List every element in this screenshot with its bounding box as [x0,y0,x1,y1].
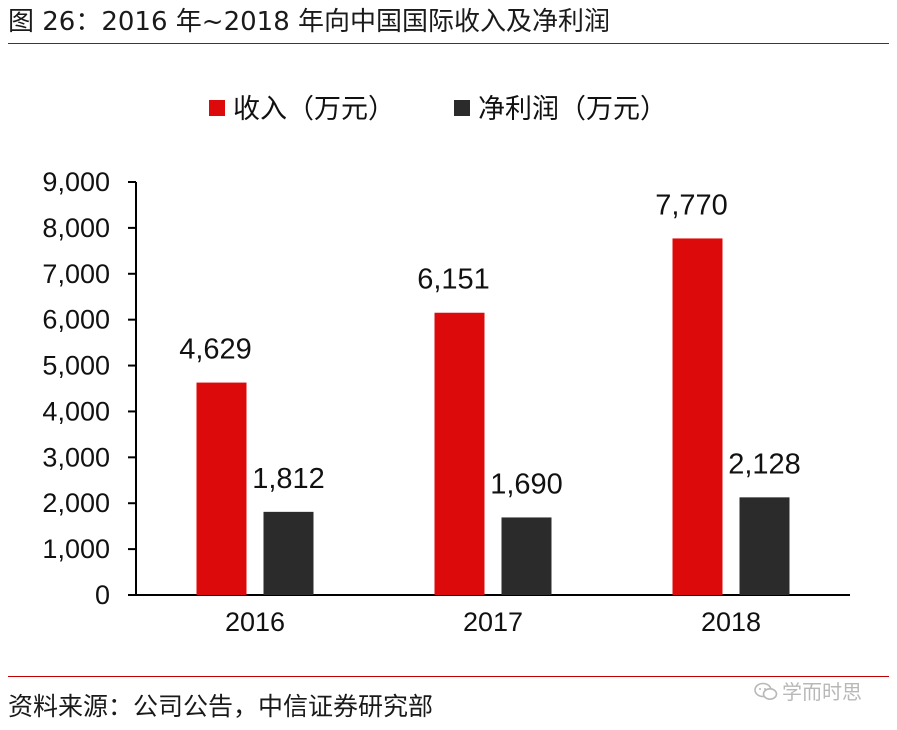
bar-revenue-2017 [434,312,485,595]
y-tick-label: 0 [95,580,110,610]
bar-revenue-2018 [672,238,723,595]
source-note: 资料来源：公司公告，中信证券研究部 [8,692,434,721]
data-label: 7,770 [655,189,728,221]
data-label: 6,151 [417,264,490,296]
y-tick-label: 9,000 [42,167,110,197]
legend-swatch [454,100,470,116]
legend-swatch [209,100,225,116]
y-tick-label: 3,000 [42,442,110,472]
y-axis: 0 1,000 2,000 3,000 4,000 5,000 6,000 7,000 8,00… [42,167,137,610]
y-tick-label: 5,000 [42,351,110,381]
chat-bubble-icon [754,682,778,700]
x-tick-label: 2018 [701,607,761,637]
title-divider [8,43,889,44]
bar-profit-2017 [501,517,552,595]
data-label: 2,128 [728,448,801,480]
legend-label: 净利润（万元） [478,94,667,125]
y-tick-label: 2,000 [42,488,110,518]
watermark-text: 学而时思 [782,680,862,704]
legend-label: 收入（万元） [233,94,395,125]
x-axis: 2016 2017 2018 [136,594,850,637]
bar-profit-2016 [263,511,314,595]
source-divider [8,676,889,677]
bar-profit-2018 [739,497,790,595]
data-label: 1,812 [252,463,325,495]
watermark: 学而时思 [754,676,884,706]
x-tick-label: 2016 [225,607,285,637]
data-labels: 4,629 1,812 6,151 1,690 7,770 2,128 [179,189,801,500]
data-label: 4,629 [179,334,252,366]
data-label: 1,690 [490,468,563,500]
x-tick-label: 2017 [463,607,523,637]
bars [196,238,790,595]
y-tick-label: 4,000 [42,396,110,426]
chart-title: 图 26：2016 年~2018 年向中国国际收入及净利润 [8,7,610,37]
y-tick-label: 1,000 [42,534,110,564]
y-tick-label: 8,000 [42,213,110,243]
bar-revenue-2016 [196,382,247,595]
y-tick-label: 6,000 [42,305,110,335]
y-tick-label: 7,000 [42,259,110,289]
legend: 收入（万元） 净利润（万元） [209,94,667,125]
bar-chart: 收入（万元） 净利润（万元） 0 1,000 2,000 3,000 4,000 5,000… [42,94,850,637]
